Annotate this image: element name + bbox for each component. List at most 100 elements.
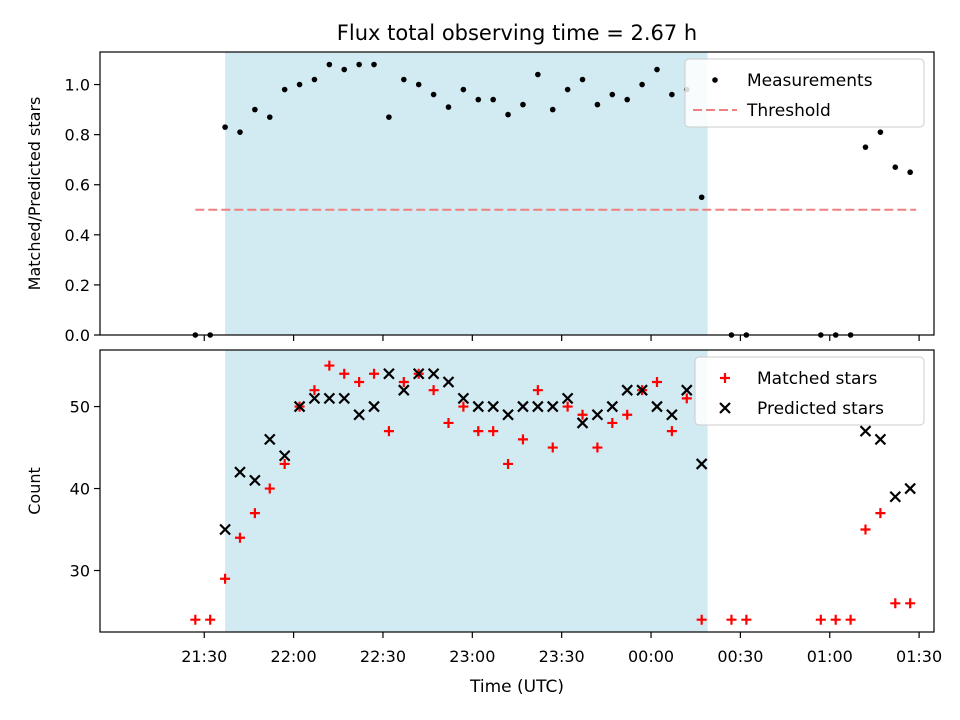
data-point-matched-stars — [249, 508, 260, 519]
data-point-predicted-stars — [546, 400, 559, 413]
ratio-panel: 0.0 0.2 0.4 0.6 0.8 1.0 Matched/Predicted star… — [25, 51, 935, 345]
y-tick-label: 0.0 — [65, 326, 90, 345]
data-point-measurements — [654, 66, 660, 73]
data-point-predicted-stars — [308, 392, 321, 405]
data-point-matched-stars — [860, 524, 871, 535]
data-point-measurements — [698, 194, 705, 201]
data-point-measurements — [281, 86, 288, 93]
data-point-matched-stars — [741, 614, 752, 625]
x-tick-label: 01:30 — [896, 647, 942, 666]
data-point-matched-stars — [398, 376, 409, 387]
data-point-matched-stars — [577, 409, 588, 420]
y-tick-label: 0.6 — [65, 176, 90, 195]
data-point-measurements — [535, 71, 541, 78]
data-point-predicted-stars — [889, 490, 902, 503]
x-axis-label: Time (UTC) — [469, 677, 564, 697]
data-point-predicted-stars — [383, 367, 395, 380]
x-tick-label: 22:00 — [271, 647, 317, 666]
data-point-matched-stars — [220, 573, 231, 584]
data-point-matched-stars — [532, 385, 543, 396]
data-point-predicted-stars — [368, 400, 380, 413]
data-point-predicted-stars — [651, 400, 663, 413]
data-point-matched-stars — [890, 598, 901, 609]
data-point-predicted-stars — [681, 384, 693, 396]
axes-frame — [99, 51, 935, 336]
data-point-predicted-stars — [278, 449, 291, 462]
data-point-measurements — [296, 81, 303, 88]
data-point-measurements — [564, 86, 571, 93]
observing-span — [225, 52, 708, 335]
data-point-matched-stars — [383, 426, 394, 437]
data-point-matched-stars — [592, 442, 603, 453]
data-point-matched-stars — [443, 417, 454, 428]
data-point-matched-stars — [517, 434, 528, 445]
data-point-measurements — [594, 101, 601, 108]
x-tick-label: 01:00 — [807, 647, 853, 666]
data-point-predicted-stars — [695, 458, 708, 470]
data-point-measurements — [237, 129, 243, 135]
legend-label: Measurements — [747, 71, 873, 91]
data-point-matched-stars — [875, 508, 886, 519]
data-point-predicted-stars — [591, 408, 604, 421]
data-point-predicted-stars — [398, 384, 410, 396]
data-point-measurements — [415, 81, 422, 88]
data-point-predicted-stars — [353, 408, 365, 421]
data-point-matched-stars — [264, 483, 275, 494]
data-point-matched-stars — [205, 614, 216, 625]
data-point-predicted-stars — [219, 523, 231, 536]
data-point-matched-stars — [666, 426, 677, 437]
chart-title: Flux total observing time = 2.67 h — [337, 21, 697, 45]
data-point-matched-stars — [309, 385, 320, 396]
data-point-measurements — [579, 76, 586, 83]
data-point-matched-stars — [458, 401, 469, 412]
legend-marker-matched-stars — [720, 373, 730, 383]
data-point-measurements — [505, 111, 511, 118]
data-point-measurements — [549, 106, 556, 113]
data-point-measurements — [401, 76, 407, 83]
y-tick-label: 30 — [70, 562, 90, 581]
legend-label: Predicted stars — [757, 399, 884, 419]
data-point-predicted-stars — [904, 482, 916, 495]
legend-label: Threshold — [746, 101, 831, 121]
count-panel: 30 40 50 21:30 22:00 22:30 23:00 23:30 00:00 00:3… — [25, 349, 942, 666]
y-tick-label: 0.2 — [65, 276, 90, 295]
data-point-measurements — [311, 76, 318, 83]
data-point-matched-stars — [681, 393, 692, 404]
data-point-matched-stars — [279, 458, 290, 469]
data-point-matched-stars — [905, 598, 916, 609]
data-point-matched-stars — [428, 385, 439, 396]
legend-box — [694, 356, 925, 426]
data-point-predicted-stars — [874, 433, 887, 446]
data-point-predicted-stars — [472, 400, 485, 413]
y-tick-label: 50 — [70, 398, 90, 417]
data-point-matched-stars — [651, 376, 662, 387]
data-point-matched-stars — [339, 368, 350, 379]
data-point-measurements — [266, 114, 273, 120]
data-point-predicted-stars — [859, 425, 872, 437]
y-axis-label: Matched/Predicted stars — [25, 97, 44, 291]
data-point-predicted-stars — [293, 400, 306, 413]
data-point-matched-stars — [503, 458, 514, 469]
data-point-predicted-stars — [636, 384, 648, 396]
data-point-matched-stars — [815, 614, 826, 625]
x-tick-label: 00:30 — [717, 647, 763, 666]
data-point-measurements — [222, 124, 228, 130]
data-point-measurements — [445, 104, 452, 110]
data-point-matched-stars — [234, 532, 245, 543]
legend-marker-predicted-stars — [719, 402, 731, 414]
data-point-measurements — [430, 91, 437, 98]
data-point-measurements — [877, 129, 884, 135]
data-point-matched-stars — [622, 409, 633, 420]
data-point-measurements — [907, 169, 913, 176]
observing-span — [225, 350, 708, 632]
data-point-measurements — [624, 96, 631, 103]
data-point-measurements — [371, 61, 377, 68]
data-point-predicted-stars — [666, 408, 678, 421]
data-point-matched-stars — [369, 368, 380, 379]
y-tick-label: 0.8 — [65, 126, 90, 145]
legend-box — [684, 58, 925, 128]
data-point-predicted-stars — [561, 392, 574, 405]
data-point-matched-stars — [562, 401, 573, 412]
legend-marker-measurements — [712, 77, 718, 83]
